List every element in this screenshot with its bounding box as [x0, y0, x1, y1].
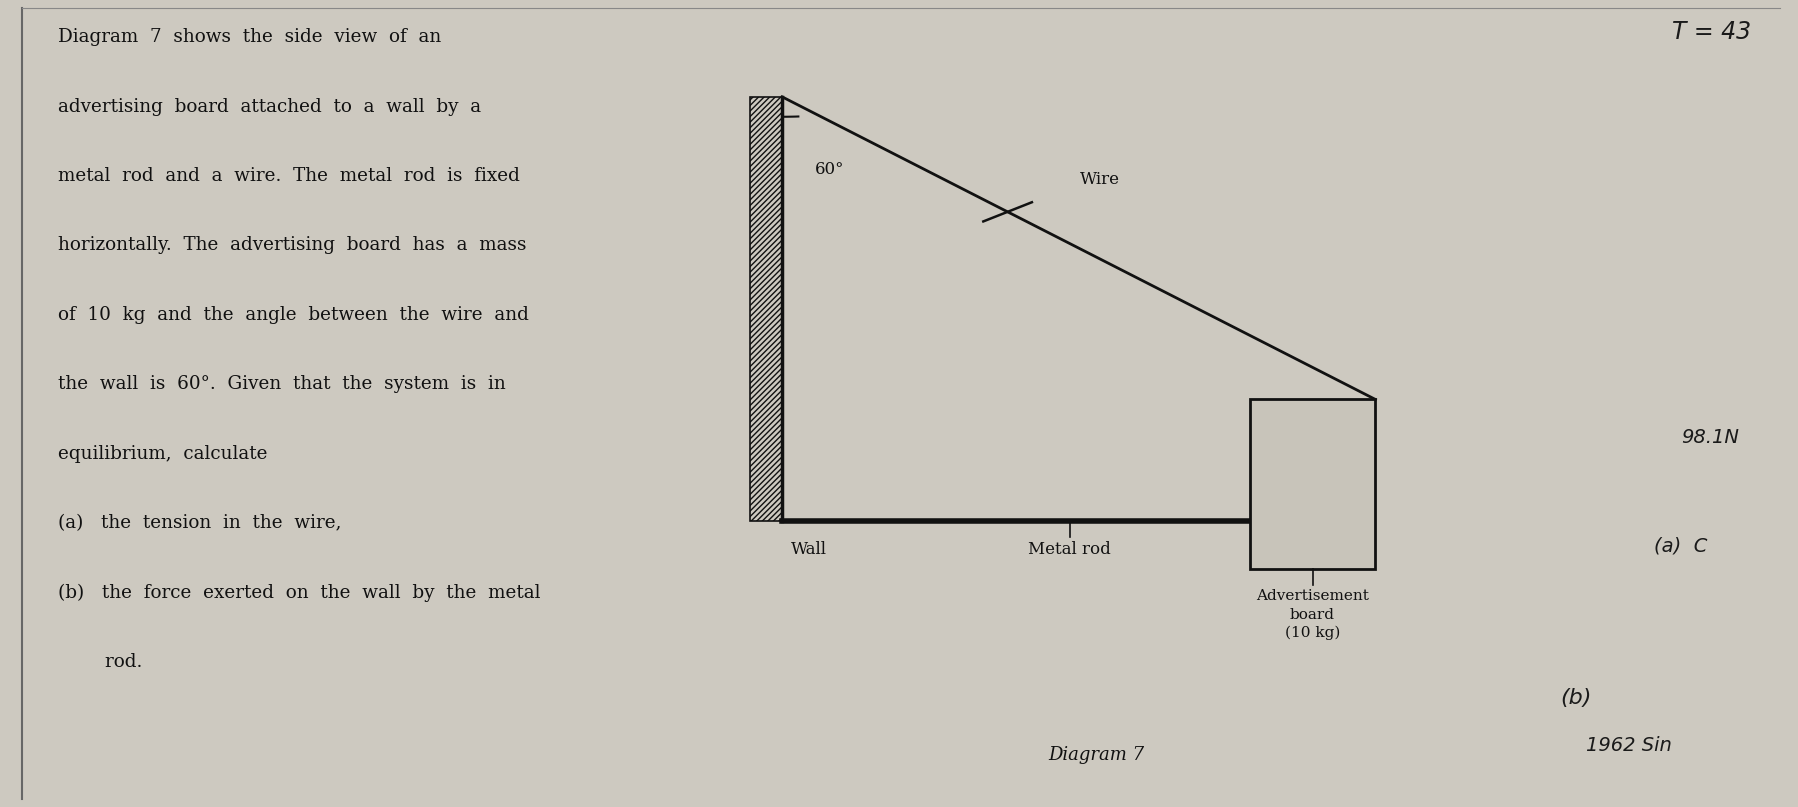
- Text: Advertisement
board
(10 kg): Advertisement board (10 kg): [1257, 589, 1368, 641]
- Text: metal  rod  and  a  wire.  The  metal  rod  is  fixed: metal rod and a wire. The metal rod is f…: [58, 167, 520, 185]
- Text: (a)   the  tension  in  the  wire,: (a) the tension in the wire,: [58, 514, 342, 532]
- Text: rod.: rod.: [58, 653, 142, 671]
- Bar: [750, 97, 782, 521]
- Text: Diagram 7: Diagram 7: [1048, 746, 1145, 764]
- Text: the  wall  is  60°.  Given  that  the  system  is  in: the wall is 60°. Given that the system i…: [58, 375, 505, 393]
- Text: (b): (b): [1561, 688, 1591, 708]
- Text: advertising  board  attached  to  a  wall  by  a: advertising board attached to a wall by …: [58, 98, 480, 115]
- Bar: [1250, 399, 1375, 569]
- Text: horizontally.  The  advertising  board  has  a  mass: horizontally. The advertising board has …: [58, 236, 527, 254]
- Text: (b)   the  force  exerted  on  the  wall  by  the  metal: (b) the force exerted on the wall by the…: [58, 583, 539, 602]
- Text: Diagram  7  shows  the  side  view  of  an: Diagram 7 shows the side view of an: [58, 28, 441, 46]
- Text: 60°: 60°: [814, 161, 843, 178]
- Text: Metal rod: Metal rod: [1028, 541, 1111, 558]
- Text: 1962 Sin: 1962 Sin: [1586, 736, 1672, 755]
- Text: equilibrium,  calculate: equilibrium, calculate: [58, 445, 268, 462]
- Text: Wire: Wire: [1079, 171, 1120, 188]
- Text: Wall: Wall: [791, 541, 827, 558]
- Text: 98.1N: 98.1N: [1681, 428, 1739, 447]
- Text: of  10  kg  and  the  angle  between  the  wire  and: of 10 kg and the angle between the wire …: [58, 306, 529, 324]
- Text: (a)  C: (a) C: [1654, 537, 1708, 556]
- Text: T = 43: T = 43: [1672, 20, 1751, 44]
